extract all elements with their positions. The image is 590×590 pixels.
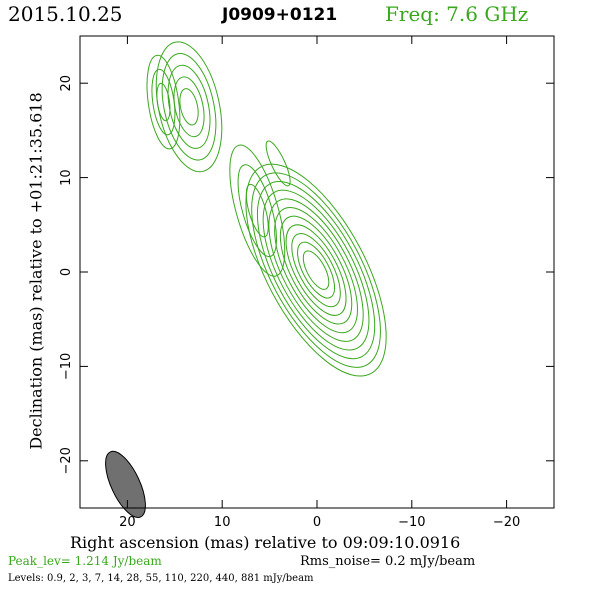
observation-date: 2015.10.25 bbox=[8, 2, 123, 26]
contour-outer-lobe-b-level-3 bbox=[156, 82, 171, 122]
x-tick-label--10: −10 bbox=[398, 515, 425, 530]
y-axis-label: Declination (mas) relative to +01:21:35.… bbox=[26, 92, 46, 450]
contour-core-level-6 bbox=[274, 207, 358, 334]
contour-core-level-5 bbox=[268, 198, 364, 342]
y-tick-label-10: 10 bbox=[59, 169, 74, 186]
beam-ellipse bbox=[105, 450, 146, 518]
contour-core-level-3 bbox=[256, 181, 376, 360]
plot-frame bbox=[79, 35, 555, 509]
peak-level: Peak_lev= 1.214 Jy/beam bbox=[8, 554, 162, 568]
x-tick-label--20: −20 bbox=[493, 515, 520, 530]
contour-layer bbox=[146, 41, 387, 377]
y-tick-label-20: 20 bbox=[59, 75, 74, 92]
contour-outer-lobe-a-level-5 bbox=[179, 88, 199, 126]
contour-outer-lobe-b-level-1 bbox=[146, 54, 181, 150]
x-axis-ticks: 20 10 0 −10 −20 bbox=[119, 36, 520, 530]
contour-core-level-8 bbox=[285, 224, 347, 316]
contour-core-level-4 bbox=[262, 189, 370, 351]
rms-noise: Rms_noise= 0.2 mJy/beam bbox=[300, 554, 476, 569]
contour-outer-lobe-a-level-4 bbox=[173, 76, 205, 138]
contour-core-level-1 bbox=[245, 163, 387, 377]
contour-jet-knot-level-2 bbox=[237, 164, 277, 258]
contour-outer-lobe-b-level-2 bbox=[151, 68, 176, 136]
beam-ellipse-layer bbox=[105, 450, 146, 518]
contour-jet-knot-level-1 bbox=[229, 144, 286, 277]
contour-levels: Levels: 0.9, 2, 3, 7, 14, 28, 55, 110, 2… bbox=[8, 573, 314, 584]
x-axis-label: Right ascension (mas) relative to 09:09:… bbox=[70, 533, 461, 552]
contour-core-level-7 bbox=[279, 215, 353, 325]
contour-core-level-9 bbox=[291, 233, 341, 308]
y-tick-label--10: −10 bbox=[59, 353, 74, 380]
y-tick-label-0: 0 bbox=[59, 268, 74, 276]
y-axis-ticks: −20 −10 0 10 20 bbox=[59, 75, 554, 475]
contour-core-level-10 bbox=[297, 241, 336, 299]
x-tick-label-10: 10 bbox=[214, 515, 231, 530]
x-tick-label-20: 20 bbox=[119, 515, 136, 530]
contour-outer-lobe-a-level-1 bbox=[155, 41, 223, 173]
contour-blob-small-level-1 bbox=[265, 140, 291, 187]
source-name: J0909+0121 bbox=[222, 5, 338, 25]
y-tick-label--20: −20 bbox=[59, 447, 74, 474]
contour-core-level-2 bbox=[251, 172, 381, 368]
contour-core-level-11 bbox=[302, 250, 330, 290]
contour-outer-lobe-a-level-2 bbox=[161, 53, 217, 161]
frequency-label: Freq: 7.6 GHz bbox=[385, 2, 529, 26]
contour-jet-knot-level-3 bbox=[245, 183, 269, 238]
x-tick-label-0: 0 bbox=[313, 515, 321, 530]
